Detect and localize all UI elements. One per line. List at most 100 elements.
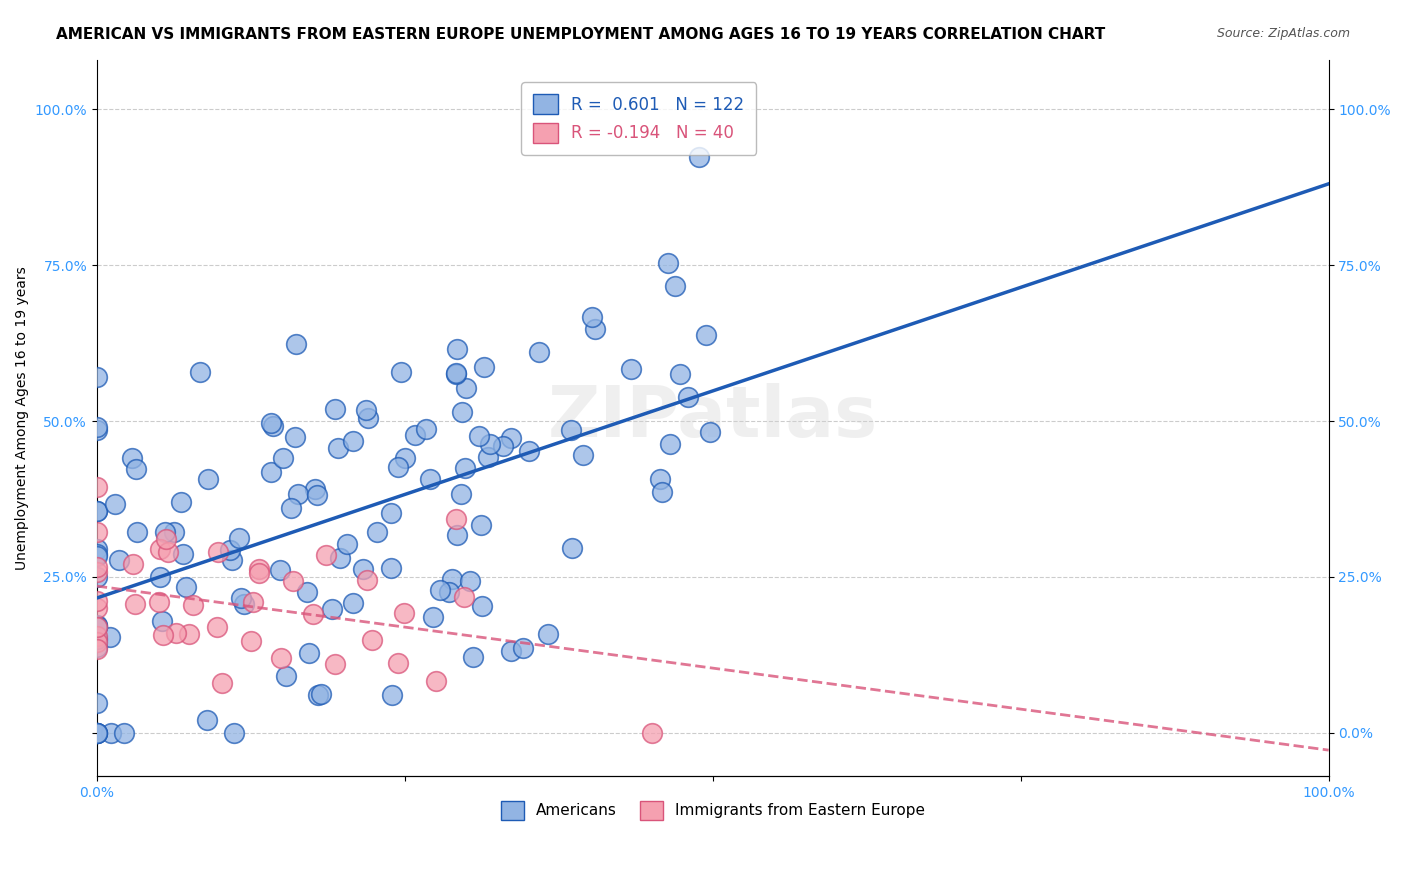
Point (641, 725, 664, 739)
Point (664, 278, 686, 293)
Point (387, 656, 409, 670)
Point (98, 630, 121, 644)
Point (321, 602, 343, 616)
Point (86, 632, 108, 647)
Point (467, 428, 489, 442)
Point (197, 472, 219, 486)
Point (456, 381, 478, 395)
Point (86, 696, 108, 710)
Point (86, 617, 108, 632)
Point (446, 528, 468, 542)
Point (650, 472, 672, 486)
Point (301, 607, 323, 622)
Point (156, 545, 179, 559)
Point (380, 561, 402, 575)
Legend: Americans, Immigrants from Eastern Europe: Americans, Immigrants from Eastern Europ… (495, 795, 931, 826)
Point (86, 419, 108, 434)
Point (125, 525, 148, 540)
Point (124, 597, 146, 611)
Point (295, 585, 318, 599)
Point (651, 484, 673, 499)
Point (284, 430, 307, 444)
Point (218, 543, 240, 558)
Point (247, 566, 270, 580)
Point (512, 641, 534, 656)
Point (381, 688, 404, 702)
Text: ZIPatlas: ZIPatlas (548, 384, 877, 452)
Point (86, 634, 108, 648)
Point (86, 559, 108, 574)
Point (86, 725, 108, 739)
Point (451, 405, 474, 419)
Point (519, 444, 541, 458)
Point (222, 725, 245, 739)
Point (229, 591, 252, 605)
Point (422, 610, 444, 624)
Point (356, 573, 378, 587)
Point (172, 547, 194, 561)
Point (491, 439, 513, 453)
Point (121, 557, 143, 571)
Point (392, 606, 415, 620)
Point (86, 423, 108, 437)
Point (174, 581, 197, 595)
Point (581, 310, 603, 324)
Point (560, 423, 582, 437)
Point (572, 448, 595, 462)
Point (342, 596, 364, 610)
Point (100, 725, 122, 739)
Point (304, 482, 326, 496)
Point (221, 553, 243, 567)
Point (155, 524, 177, 539)
Point (86, 619, 108, 633)
Point (536, 627, 558, 641)
Text: Source: ZipAtlas.com: Source: ZipAtlas.com (1216, 27, 1350, 40)
Point (356, 411, 378, 425)
Point (404, 427, 426, 442)
Point (479, 436, 502, 450)
Point (342, 434, 364, 449)
Point (323, 402, 346, 417)
Point (527, 345, 550, 359)
Point (440, 572, 463, 586)
Point (207, 545, 229, 559)
Point (354, 403, 377, 417)
Point (458, 574, 481, 589)
Point (86, 541, 108, 556)
Point (262, 419, 284, 434)
Point (125, 462, 148, 476)
Point (152, 627, 174, 641)
Point (112, 725, 135, 739)
Point (86, 565, 108, 579)
Point (149, 570, 172, 584)
Point (419, 473, 441, 487)
Point (269, 563, 291, 577)
Point (86, 480, 108, 494)
Point (177, 627, 200, 641)
Point (380, 507, 402, 521)
Point (699, 425, 721, 440)
Point (280, 500, 302, 515)
Point (274, 669, 297, 683)
Point (86, 629, 108, 643)
Point (470, 517, 492, 532)
Point (260, 416, 283, 430)
Point (86, 369, 108, 384)
Point (86, 620, 108, 634)
Point (155, 532, 177, 546)
Point (211, 676, 233, 690)
Point (361, 632, 384, 647)
Point (450, 487, 472, 501)
Point (166, 626, 188, 640)
Point (446, 512, 468, 526)
Point (561, 541, 583, 556)
Point (429, 582, 451, 597)
Point (86, 570, 108, 584)
Point (501, 431, 523, 445)
Point (195, 713, 218, 727)
Point (499, 643, 522, 657)
Point (472, 360, 495, 375)
Point (86, 725, 108, 739)
Point (323, 657, 346, 671)
Point (444, 366, 467, 380)
